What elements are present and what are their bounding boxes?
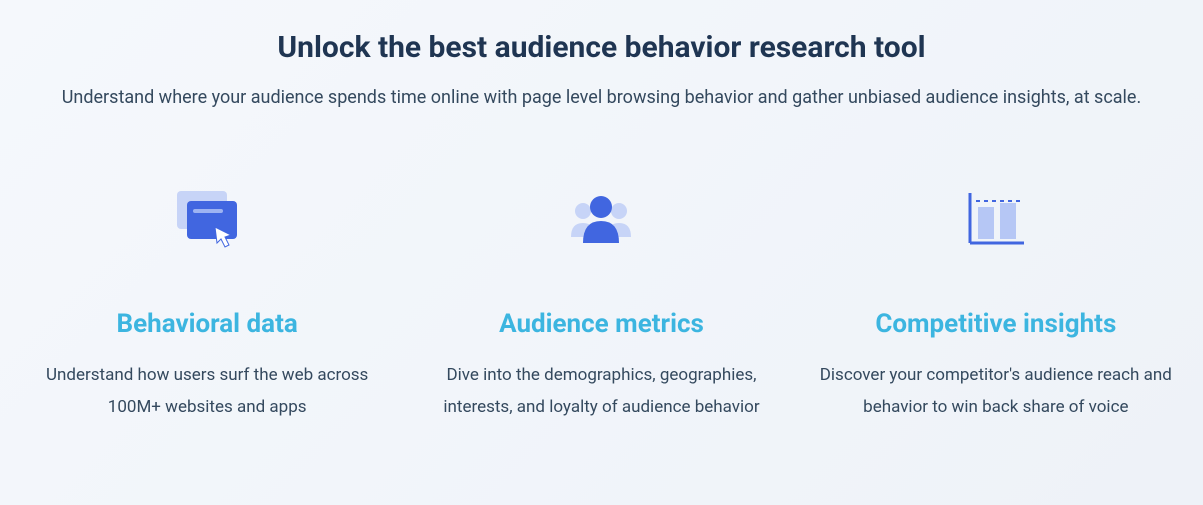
audience-group-icon [414, 174, 788, 264]
hero-section: Unlock the best audience behavior resear… [0, 0, 1203, 423]
feature-title: Behavioral data [20, 309, 394, 339]
feature-card: Behavioral data Understand how users sur… [20, 174, 394, 424]
feature-card: Competitive insights Discover your compe… [809, 174, 1183, 424]
page-subhead: Understand where your audience spends ti… [22, 83, 1182, 114]
feature-title: Competitive insights [809, 309, 1183, 339]
feature-desc: Dive into the demographics, geographies,… [414, 359, 788, 424]
page-headline: Unlock the best audience behavior resear… [10, 30, 1193, 65]
feature-desc: Understand how users surf the web across… [20, 359, 394, 424]
feature-title: Audience metrics [414, 309, 788, 339]
browser-cursor-icon [20, 174, 394, 264]
feature-row: Behavioral data Understand how users sur… [10, 174, 1193, 424]
feature-card: Audience metrics Dive into the demograph… [414, 174, 788, 424]
feature-desc: Discover your competitor's audience reac… [809, 359, 1183, 424]
bar-chart-icon [809, 174, 1183, 264]
